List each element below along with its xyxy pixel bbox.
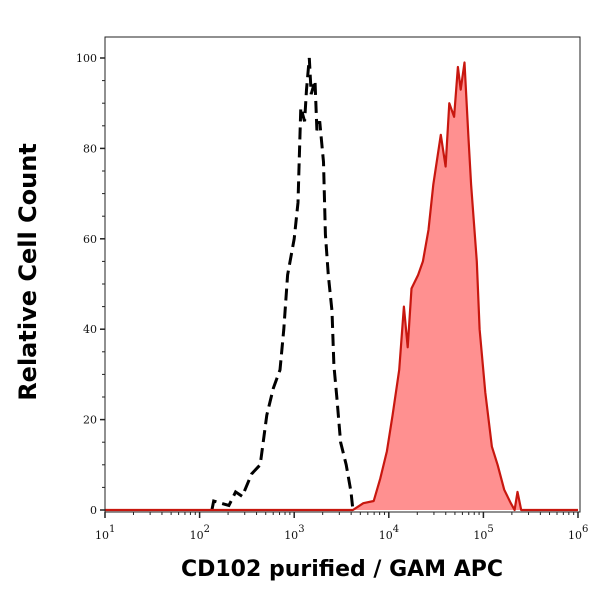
x-tick-base: 10 xyxy=(568,529,582,542)
x-tick-base: 10 xyxy=(473,529,487,542)
x-tick-base: 10 xyxy=(190,529,204,542)
series-layer xyxy=(105,57,578,512)
x-tick-exponent: 4 xyxy=(393,524,399,535)
x-tick-exponent: 5 xyxy=(487,524,493,535)
y-tick-label: 0 xyxy=(90,504,97,517)
series-0-line xyxy=(210,57,355,511)
series-1-line xyxy=(105,61,578,512)
x-tick-exponent: 6 xyxy=(582,524,588,535)
x-tick-label: 103 xyxy=(284,524,304,542)
x-tick-base: 10 xyxy=(284,529,298,542)
x-tick-base: 10 xyxy=(379,529,393,542)
y-axis-title: Relative Cell Count xyxy=(14,143,42,401)
y-tick-label: 60 xyxy=(83,233,97,246)
x-tick-exponent: 2 xyxy=(204,524,210,535)
series-1-fill xyxy=(105,62,578,510)
x-tick-label: 102 xyxy=(190,524,210,542)
x-tick-label: 101 xyxy=(95,524,115,542)
x-tick-label: 106 xyxy=(568,524,588,542)
plot-frame xyxy=(104,36,581,513)
x-tick-exponent: 3 xyxy=(298,524,304,535)
x-tick-base: 10 xyxy=(95,529,109,542)
y-tick-label: 100 xyxy=(76,52,97,65)
y-tick-label: 40 xyxy=(83,323,97,336)
y-tick-label: 20 xyxy=(83,414,97,427)
x-tick-label: 105 xyxy=(473,524,493,542)
y-tick-label: 80 xyxy=(83,142,97,155)
x-tick-exponent: 1 xyxy=(109,524,115,535)
x-axis-title: CD102 purified / GAM APC xyxy=(181,557,503,582)
x-tick-label: 104 xyxy=(379,524,399,542)
